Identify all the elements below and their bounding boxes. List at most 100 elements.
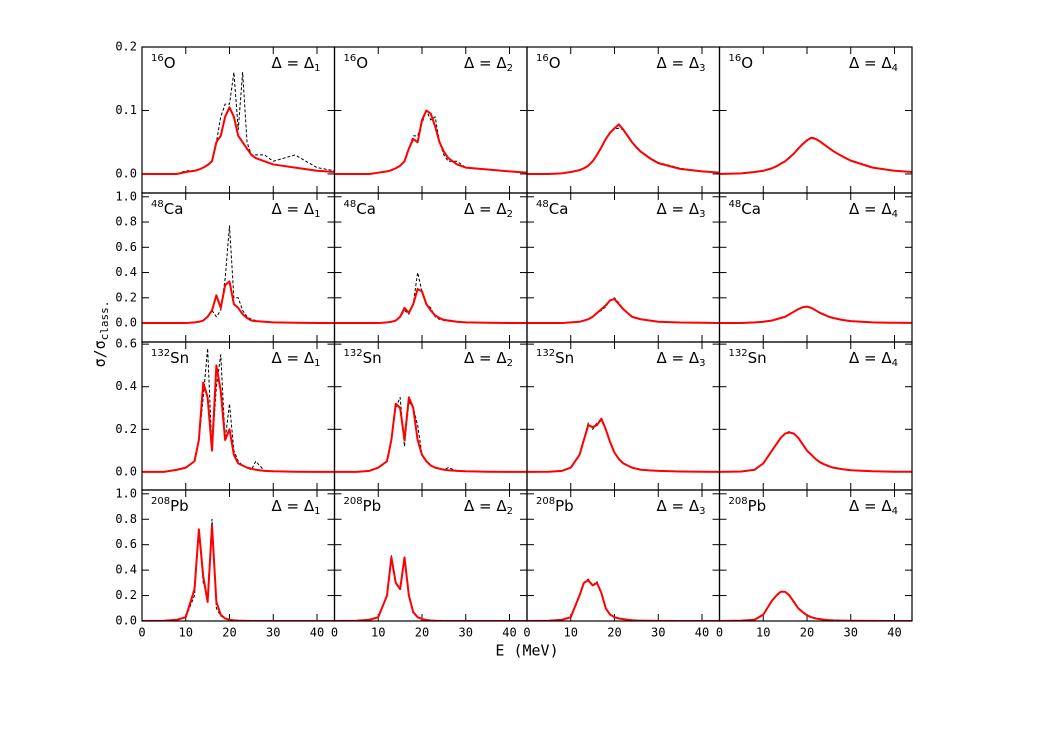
- delta-text: Δ = Δ: [464, 349, 507, 367]
- delta-text: Δ = Δ: [271, 54, 314, 72]
- solid-line: [719, 136, 912, 175]
- x-tick-label: 0: [138, 626, 145, 640]
- nucleus-label: 16O: [344, 53, 369, 72]
- nucleus-mass: 48: [344, 199, 357, 210]
- nucleus-mass: 48: [729, 199, 742, 210]
- y-tick-label: 1.0: [115, 189, 137, 203]
- delta-text: Δ = Δ: [464, 497, 507, 515]
- dashed-line: [334, 396, 527, 473]
- nucleus-symbol: Ca: [741, 200, 761, 218]
- solid-line: [527, 123, 720, 175]
- solid-line: [719, 590, 912, 621]
- x-tick-label: 10: [756, 626, 770, 640]
- nucleus-mass: 16: [151, 53, 164, 64]
- nucleus-label: 208Pb: [151, 496, 189, 515]
- delta-text: Δ = Δ: [656, 54, 699, 72]
- dashed-line: [334, 109, 527, 175]
- nucleus-mass: 16: [536, 53, 549, 64]
- delta-index: 1: [314, 358, 320, 369]
- nucleus-symbol: Sn: [170, 349, 189, 367]
- delta-text: Δ = Δ: [271, 497, 314, 515]
- x-tick-label: 20: [415, 626, 429, 640]
- solid-line: [719, 431, 912, 473]
- y-tick-label: 0.6: [115, 537, 137, 551]
- y-tick-label: 0.0: [115, 166, 137, 180]
- nucleus-label: 48Ca: [536, 199, 568, 218]
- panel: 0.0 0.2 0.4 0.6 0.8 1.0 48Ca Δ = Δ1: [115, 189, 336, 343]
- nucleus-mass: 208: [151, 496, 170, 507]
- dashed-line: [719, 305, 912, 324]
- nucleus-label: 16O: [151, 53, 176, 72]
- delta-label: Δ = Δ3: [656, 349, 705, 370]
- x-tick-label: 30: [651, 626, 665, 640]
- y-tick-label: 0.4: [115, 379, 137, 393]
- delta-text: Δ = Δ: [464, 54, 507, 72]
- solid-line: [142, 524, 335, 621]
- nucleus-mass: 132: [151, 348, 170, 359]
- y-tick-label: 0.4: [115, 265, 137, 279]
- x-tick-label: 40: [502, 626, 516, 640]
- nucleus-label: 132Sn: [729, 348, 767, 367]
- dashed-line: [334, 272, 527, 324]
- delta-text: Δ = Δ: [849, 54, 892, 72]
- y-tick-label: 0.2: [115, 40, 137, 54]
- y-tick-label: 0.4: [115, 563, 137, 577]
- delta-text: Δ = Δ: [849, 497, 892, 515]
- x-tick-label: 20: [800, 626, 814, 640]
- x-tick-label: 10: [179, 626, 193, 640]
- delta-text: Δ = Δ: [656, 349, 699, 367]
- delta-index: 2: [507, 358, 513, 369]
- panel: 0.0 0.1 0.2 16O Δ = Δ1: [115, 40, 336, 194]
- delta-text: Δ = Δ: [849, 349, 892, 367]
- x-tick-label: 30: [844, 626, 858, 640]
- nucleus-symbol: O: [164, 54, 176, 72]
- nucleus-label: 208Pb: [729, 496, 767, 515]
- y-axis-label-sub: class.: [98, 301, 111, 341]
- delta-index: 2: [507, 506, 513, 517]
- delta-label: Δ = Δ3: [656, 54, 705, 75]
- solid-line: [334, 556, 527, 621]
- nucleus-symbol: Ca: [164, 200, 184, 218]
- nucleus-mass: 48: [536, 199, 549, 210]
- solid-line: [527, 579, 720, 621]
- delta-index: 1: [314, 209, 320, 220]
- nucleus-symbol: Sn: [748, 349, 767, 367]
- nucleus-mass: 132: [344, 348, 363, 359]
- nucleus-mass: 208: [536, 496, 555, 507]
- nucleus-mass: 132: [536, 348, 555, 359]
- delta-index: 4: [892, 358, 898, 369]
- panel: 0.0 0.2 0.4 0.6 132Sn Δ = Δ1: [115, 337, 336, 491]
- nucleus-label: 48Ca: [344, 199, 376, 218]
- panel: 16O Δ = Δ4: [718, 46, 913, 194]
- delta-index: 2: [507, 63, 513, 74]
- x-tick-label: 0: [523, 626, 530, 640]
- nucleus-symbol: Ca: [549, 200, 569, 218]
- nucleus-symbol: O: [356, 54, 368, 72]
- y-tick-label: 0.1: [115, 103, 137, 117]
- y-tick-label: 0.0: [115, 464, 137, 478]
- nucleus-mass: 48: [151, 199, 164, 210]
- delta-text: Δ = Δ: [849, 200, 892, 218]
- delta-index: 4: [892, 506, 898, 517]
- delta-index: 4: [892, 209, 898, 220]
- delta-label: Δ = Δ4: [849, 497, 898, 518]
- solid-line: [334, 109, 527, 175]
- y-tick-label: 0.2: [115, 588, 137, 602]
- delta-text: Δ = Δ: [656, 497, 699, 515]
- delta-label: Δ = Δ4: [849, 349, 898, 370]
- solid-line: [334, 396, 527, 473]
- delta-label: Δ = Δ2: [464, 200, 513, 221]
- delta-text: Δ = Δ: [271, 200, 314, 218]
- delta-text: Δ = Δ: [271, 349, 314, 367]
- panel: 0 10 20 30 40 208Pb Δ = Δ4: [716, 489, 913, 640]
- nucleus-symbol: Sn: [363, 349, 382, 367]
- x-tick-label: 30: [266, 626, 280, 640]
- solid-line: [142, 280, 335, 325]
- delta-label: Δ = Δ1: [271, 54, 320, 75]
- y-tick-label: 0.6: [115, 240, 137, 254]
- y-tick-label: 0.2: [115, 290, 137, 304]
- dashed-line: [334, 554, 527, 621]
